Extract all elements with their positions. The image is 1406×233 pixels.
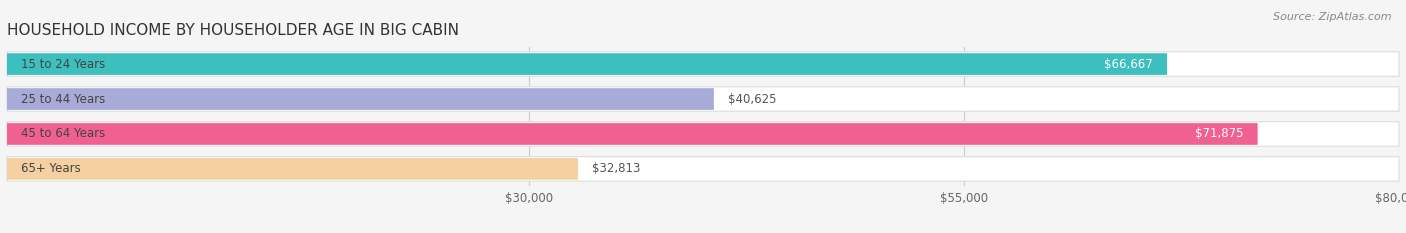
Text: 65+ Years: 65+ Years	[21, 162, 80, 175]
FancyBboxPatch shape	[7, 87, 1399, 111]
Text: Source: ZipAtlas.com: Source: ZipAtlas.com	[1274, 12, 1392, 22]
FancyBboxPatch shape	[7, 122, 1399, 146]
Text: $40,625: $40,625	[728, 93, 776, 106]
FancyBboxPatch shape	[7, 88, 714, 110]
Text: 25 to 44 Years: 25 to 44 Years	[21, 93, 105, 106]
Text: HOUSEHOLD INCOME BY HOUSEHOLDER AGE IN BIG CABIN: HOUSEHOLD INCOME BY HOUSEHOLDER AGE IN B…	[7, 24, 458, 38]
FancyBboxPatch shape	[7, 52, 1399, 76]
FancyBboxPatch shape	[7, 158, 578, 180]
FancyBboxPatch shape	[7, 123, 1257, 145]
Text: $32,813: $32,813	[592, 162, 640, 175]
FancyBboxPatch shape	[7, 157, 1399, 181]
Text: 15 to 24 Years: 15 to 24 Years	[21, 58, 105, 71]
Text: $71,875: $71,875	[1195, 127, 1244, 140]
Text: 45 to 64 Years: 45 to 64 Years	[21, 127, 105, 140]
Text: $66,667: $66,667	[1104, 58, 1153, 71]
FancyBboxPatch shape	[7, 53, 1167, 75]
